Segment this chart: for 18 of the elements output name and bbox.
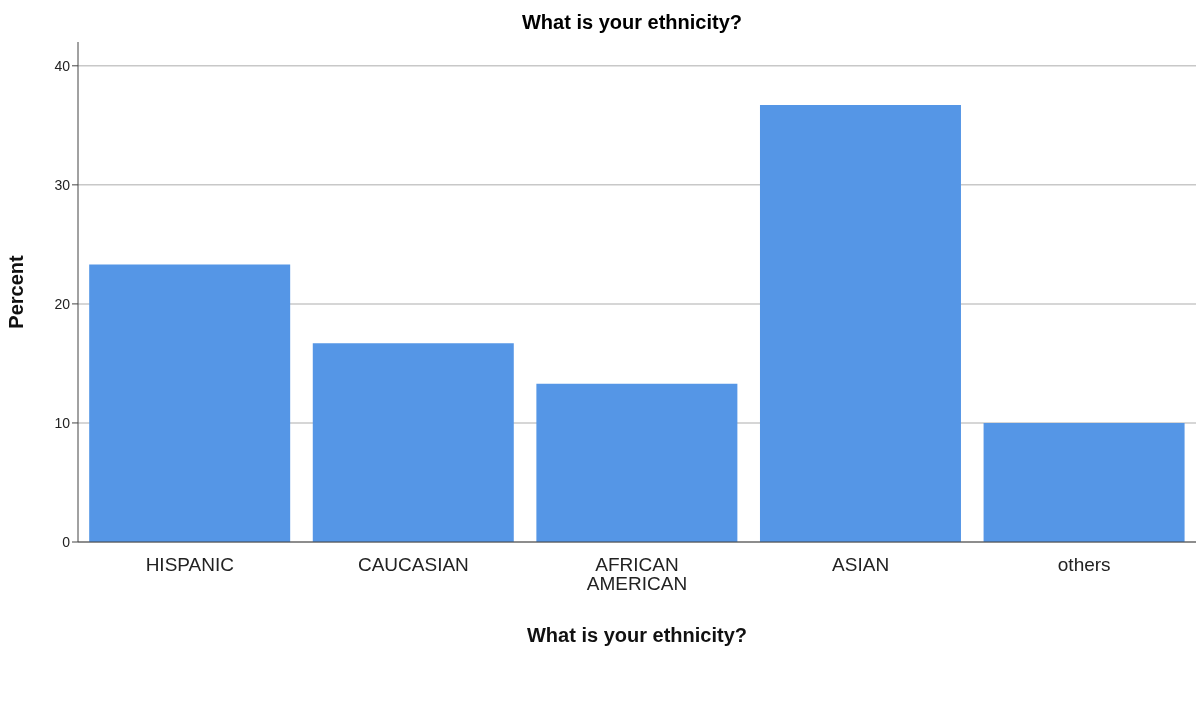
bar — [536, 383, 738, 542]
y-tick-label: 30 — [54, 176, 71, 193]
x-axis-title: What is your ethnicity? — [526, 624, 748, 646]
x-tick-label: AFRICAN AMERICAN — [586, 554, 688, 595]
chart-title: What is your ethnicity? — [521, 10, 743, 35]
bar — [89, 264, 291, 542]
bar — [983, 422, 1185, 542]
x-tick-label: HISPANIC — [145, 554, 234, 576]
x-tick-label: others — [1057, 554, 1111, 576]
y-tick-label: 20 — [54, 295, 71, 312]
x-tick-label: ASIAN — [832, 554, 890, 576]
y-tick-label: 10 — [54, 414, 71, 431]
bar — [759, 105, 961, 542]
y-axis-title: Percent — [5, 254, 28, 329]
bar — [312, 343, 514, 542]
y-tick-label: 0 — [62, 533, 71, 550]
x-tick-label: CAUCASIAN — [357, 554, 469, 576]
y-tick-label: 40 — [54, 57, 71, 74]
